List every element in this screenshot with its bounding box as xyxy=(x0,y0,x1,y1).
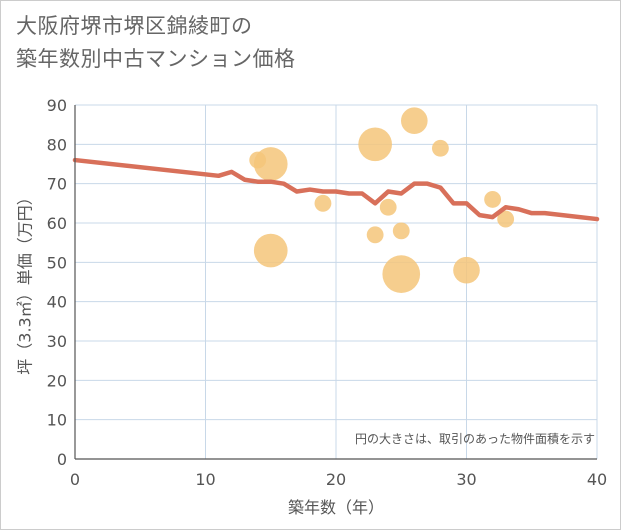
bubble-point: 28, 79 xyxy=(431,139,449,157)
grid xyxy=(75,104,598,459)
axes: 0 10 20 30 40 0 10 20 30 40 50 60 70 80 90 xyxy=(47,96,608,489)
y-tick-label: 40 xyxy=(47,293,67,312)
bubble-point: 15, 75 xyxy=(253,147,288,181)
bubble-point: 32, 66 xyxy=(484,190,502,208)
x-axis-label: 築年数（年） xyxy=(288,498,384,517)
y-tick-label: 50 xyxy=(47,253,67,272)
trend-line-series xyxy=(72,157,600,222)
x-tick-label: 0 xyxy=(70,470,80,489)
y-tick-label: 70 xyxy=(47,175,67,194)
y-tick-label: 10 xyxy=(47,411,67,430)
y-tick-label: 20 xyxy=(47,371,67,390)
bubble-point: 30, 48 xyxy=(453,256,480,284)
trend-line xyxy=(72,157,600,222)
bubble-point: 33, 61 xyxy=(497,210,515,228)
y-tick-label: 60 xyxy=(47,214,67,233)
bubble-point: 24, 64 xyxy=(379,198,397,216)
y-tick-label: 30 xyxy=(47,332,67,351)
bubble-point: 26, 86 xyxy=(400,107,428,135)
x-tick-label: 40 xyxy=(587,470,607,489)
chart-title: 大阪府堺市堺区錦綾町の 築年数別中古マンション価格 xyxy=(16,14,296,71)
x-tick-label: 20 xyxy=(326,470,346,489)
x-tick-label: 30 xyxy=(456,470,476,489)
y-axis-label: 坪（3.3㎡）単価（万円） xyxy=(16,189,35,374)
bubble-point: 25, 58 xyxy=(392,222,410,240)
y-tick-label: 80 xyxy=(47,135,67,154)
bubble-point: 23, 80 xyxy=(358,127,392,162)
y-tick-label: 90 xyxy=(47,96,67,115)
y-tick-label: 0 xyxy=(57,450,67,469)
x-tick-label: 10 xyxy=(195,470,215,489)
bubble-point: 15, 53 xyxy=(253,233,288,268)
bubble-point: 25, 47 xyxy=(382,255,421,293)
bubble-point: 19, 65 xyxy=(314,194,332,212)
bubble-point: 23, 57 xyxy=(366,226,384,244)
bubble-size-note: 円の大きさは、取引のあった物件面積を示す xyxy=(355,431,595,446)
bubble-series: 14, 7615, 7515, 5319, 6523, 8023, 5724, … xyxy=(249,107,515,293)
